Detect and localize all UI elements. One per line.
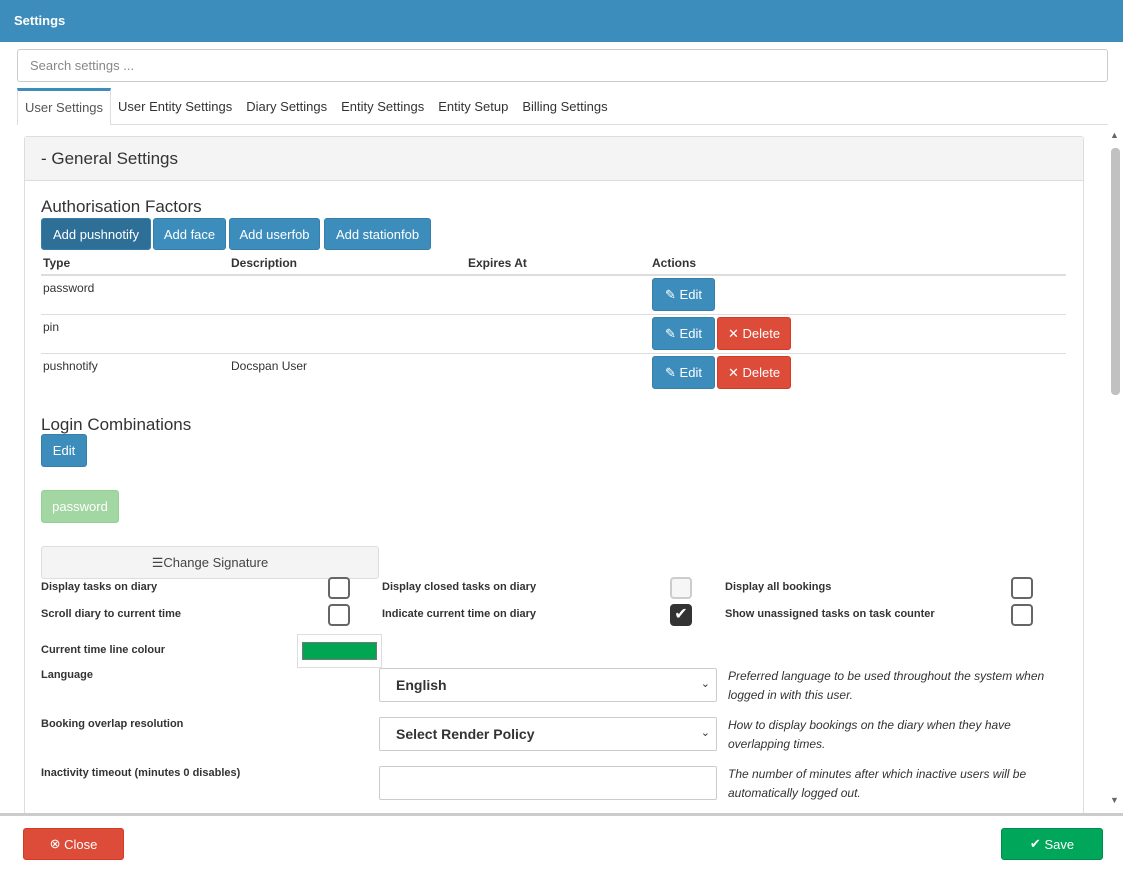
row-type: pushnotify [43, 359, 98, 373]
indicate-current-time-checkbox[interactable]: ✔ [670, 604, 692, 626]
edit-button[interactable]: ✎ Edit [652, 317, 715, 350]
window-title: Settings [14, 13, 66, 28]
col-description: Description [231, 256, 298, 270]
row-description: Docspan User [231, 359, 308, 373]
colour-picker[interactable] [297, 634, 382, 668]
footer [0, 813, 1123, 873]
checkbox-label: Display closed tasks on diary [382, 581, 537, 593]
search-input[interactable] [17, 49, 1108, 82]
add-stationfob-button[interactable]: Add stationfob [324, 218, 431, 250]
display-tasks-checkbox[interactable] [328, 577, 350, 599]
panel-header[interactable]: - General Settings [25, 137, 1083, 181]
add-face-button[interactable]: Add face [153, 218, 226, 250]
checkbox-label: Indicate current time on diary [382, 608, 537, 620]
language-select[interactable]: English ⌄ [379, 668, 717, 702]
display-all-bookings-checkbox[interactable] [1011, 577, 1033, 599]
language-help: Preferred language to be used throughout… [728, 669, 1045, 702]
tab-diary-settings[interactable]: Diary Settings [246, 99, 328, 114]
login-combination-password[interactable]: password [41, 490, 119, 523]
colour-swatch [302, 642, 377, 660]
check-icon: ✔ [674, 606, 688, 623]
scroll-down-icon[interactable]: ▼ [1110, 795, 1119, 805]
inactivity-label: Inactivity timeout (minutes 0 disables) [41, 767, 241, 779]
auth-factors-title: Authorisation Factors [41, 197, 202, 216]
scrollbar[interactable]: ▲ ▼ [1108, 128, 1123, 810]
checkbox-label: Display tasks on diary [41, 581, 158, 593]
row-type: pin [43, 320, 60, 334]
scroll-diary-checkbox[interactable] [328, 604, 350, 626]
tab-entity-setup[interactable]: Entity Setup [438, 99, 509, 114]
scrollbar-thumb[interactable] [1111, 148, 1120, 395]
check-circle-icon: ✔ [1029, 836, 1045, 851]
col-actions: Actions [652, 256, 697, 270]
show-unassigned-checkbox[interactable] [1011, 604, 1033, 626]
scroll-up-icon[interactable]: ▲ [1110, 130, 1119, 140]
inactivity-help: The number of minutes after which inacti… [728, 767, 1027, 800]
save-button[interactable]: ✔ Save [1001, 828, 1103, 860]
add-userfob-button[interactable]: Add userfob [229, 218, 320, 250]
edit-icon: ✎ [665, 325, 680, 341]
inactivity-timeout-input[interactable] [379, 766, 717, 800]
display-closed-tasks-checkbox[interactable] [670, 577, 692, 599]
overlap-label: Booking overlap resolution [41, 718, 184, 730]
render-policy-select[interactable]: Select Render Policy ⌄ [379, 717, 717, 751]
close-button[interactable]: ⊗ Close [23, 828, 124, 860]
tab-user-entity-settings[interactable]: User Entity Settings [118, 99, 233, 114]
colour-label: Current time line colour [41, 644, 166, 656]
edit-icon: ✎ [665, 286, 680, 302]
chevron-down-icon: ⌄ [700, 678, 710, 690]
tab-billing-settings[interactable]: Billing Settings [522, 99, 608, 114]
chevron-down-icon: ⌄ [700, 727, 710, 739]
col-type: Type [43, 256, 71, 270]
edit-button[interactable]: ✎ Edit [652, 278, 715, 311]
tab-bar: User Settings User Entity Settings Diary… [17, 88, 1108, 125]
col-expires: Expires At [468, 256, 527, 270]
x-icon: ✕ [727, 364, 743, 380]
tab-user-settings[interactable]: User Settings [17, 88, 112, 125]
login-edit-button[interactable]: Edit [41, 434, 87, 467]
checkbox-label: Scroll diary to current time [41, 608, 181, 620]
login-combinations-title: Login Combinations [41, 415, 192, 434]
language-label: Language [41, 669, 93, 681]
checkbox-label: Display all bookings [725, 581, 832, 593]
tab-entity-settings[interactable]: Entity Settings [341, 99, 425, 114]
close-circle-icon: ⊗ [49, 836, 65, 851]
checkbox-label: Show unassigned tasks on task counter [725, 608, 935, 620]
add-pushnotify-button[interactable]: Add pushnotify [41, 218, 151, 250]
change-signature-button[interactable]: ☰ Change Signature [41, 546, 379, 579]
x-icon: ✕ [727, 325, 743, 341]
window-header: Settings [0, 0, 1123, 42]
row-type: password [43, 281, 95, 295]
general-settings-panel: - General Settings [24, 136, 1084, 836]
edit-button[interactable]: ✎ Edit [652, 356, 715, 389]
delete-button[interactable]: ✕ Delete [717, 317, 791, 350]
overlap-help: How to display bookings on the diary whe… [728, 718, 1011, 751]
menu-icon: ☰ [151, 554, 164, 570]
delete-button[interactable]: ✕ Delete [717, 356, 791, 389]
edit-icon: ✎ [665, 364, 680, 380]
